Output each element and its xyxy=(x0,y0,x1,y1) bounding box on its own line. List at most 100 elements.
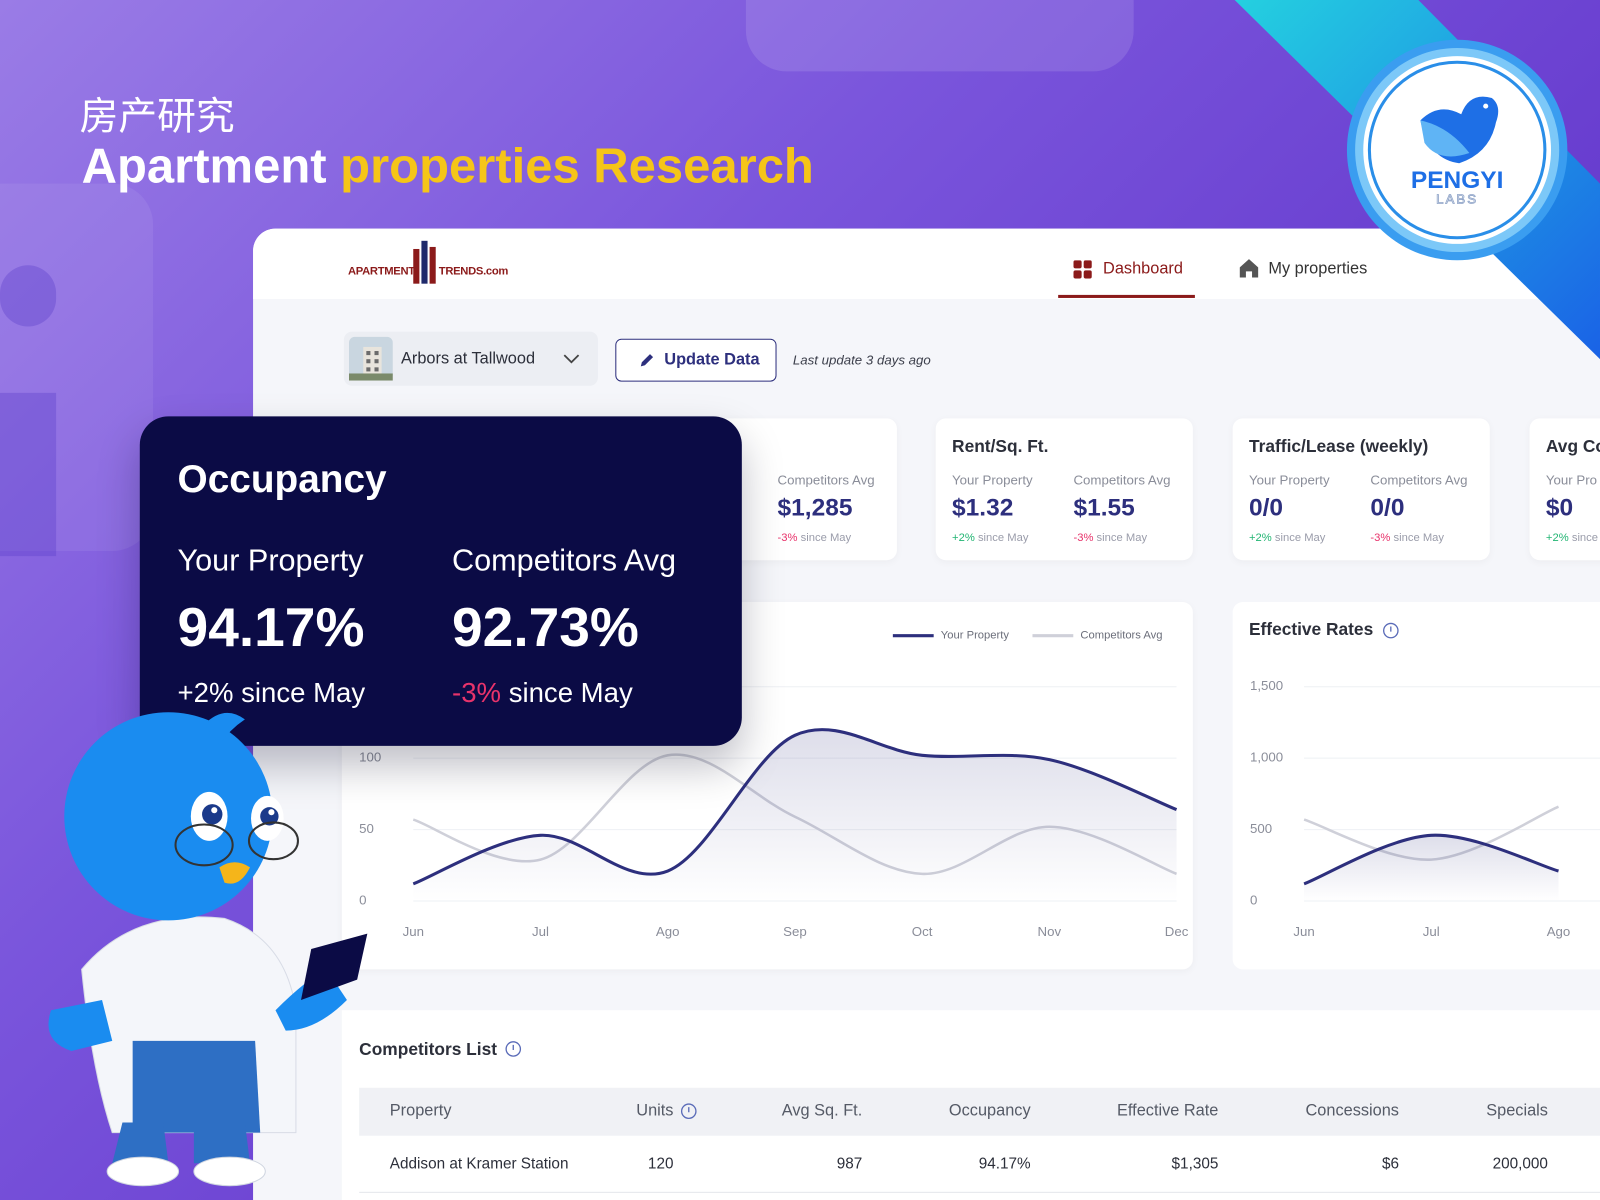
change-period: since May xyxy=(241,677,366,709)
y-tick-label: 100 xyxy=(359,750,381,765)
table-header-cell: Occupancy xyxy=(948,1102,1031,1120)
y-tick-label: 0 xyxy=(359,893,366,908)
change-period: since May xyxy=(1274,531,1326,544)
dashboard-icon xyxy=(1073,260,1092,279)
kpi-title: Avg Co xyxy=(1545,436,1600,457)
series-area xyxy=(1304,835,1559,902)
legend-label: Competitors Avg xyxy=(1080,630,1162,642)
property-name: Arbors at Tallwood xyxy=(401,349,536,368)
occupancy-value: 94.17% xyxy=(177,596,365,659)
kpi-value: 0/0 xyxy=(1370,493,1405,522)
table-header xyxy=(359,1087,1600,1136)
kpi-value: $1,285 xyxy=(777,493,853,522)
line-chart: JunJulAgoSepOctNovDec050100150Your Prope… xyxy=(359,630,1189,939)
series-area xyxy=(413,729,1177,902)
change-period: since May xyxy=(1393,531,1445,544)
chart-card xyxy=(1232,602,1600,970)
table-cell: 120 xyxy=(647,1155,674,1173)
decor: PENGYI LABS xyxy=(1234,0,1600,360)
kpi-label: Competitors Avg xyxy=(1073,472,1171,488)
table-cell: 94.17% xyxy=(978,1155,1031,1173)
change-period: since xyxy=(1571,531,1599,544)
x-tick-label: Sep xyxy=(783,924,807,939)
last-update: Last update 3 days ago xyxy=(792,352,931,368)
table-header-cell: Specials xyxy=(1486,1102,1548,1120)
logo-left: APARTMENT xyxy=(347,265,415,278)
headline-yellow: properties Research xyxy=(340,139,814,194)
kpi-label: Competitors Avg xyxy=(777,472,875,488)
headline-white: Apartment xyxy=(81,139,327,194)
change-value: +2% xyxy=(1248,531,1272,544)
occupancy-card xyxy=(139,416,742,746)
change-period: since May xyxy=(977,531,1029,544)
kpi-change: +2% since May xyxy=(952,531,1029,544)
change-value: -3% xyxy=(452,677,502,709)
kpi-change: +2% since May xyxy=(1248,531,1326,544)
kpi-title: Traffic/Lease (weekly) xyxy=(1248,436,1429,457)
subtitle: 房产研究 xyxy=(79,95,235,139)
bg-shape xyxy=(0,265,57,327)
info-icon[interactable] xyxy=(1383,622,1399,639)
x-tick-label: Jul xyxy=(1423,924,1440,939)
update-button[interactable] xyxy=(615,338,777,382)
change-period: since May xyxy=(1096,531,1148,544)
line-chart: Effective Rates Jun Jul Ago 0 500 1,000 1,500 xyxy=(1249,619,1600,939)
kpi-label: Competitors Avg xyxy=(1370,472,1468,488)
kpi-value: 0/0 xyxy=(1248,493,1284,522)
chevron xyxy=(563,354,580,364)
logo-icon xyxy=(413,240,436,284)
change-value: -3% xyxy=(777,531,798,544)
x-tick-label: Ago xyxy=(656,924,680,939)
x-tick-label: Ago xyxy=(1547,924,1571,939)
y-tick-label: 50 xyxy=(359,821,374,836)
x-tick-label: Nov xyxy=(1038,924,1062,939)
property-thumb xyxy=(348,336,393,381)
change-value: -3% xyxy=(1073,531,1094,544)
x-tick-label: Dec xyxy=(1165,924,1189,939)
occupancy-change: -3% since May xyxy=(452,677,633,709)
kpi-value: $1.55 xyxy=(1073,493,1135,522)
occupancy-change: +2% since May xyxy=(177,677,366,709)
table-cell: Addison at Kramer Station xyxy=(389,1155,569,1173)
series-line xyxy=(412,728,1178,886)
nav-item[interactable]: Dashboard xyxy=(1103,260,1183,278)
table-header-cell: Property xyxy=(389,1102,452,1120)
table-header-cell: Concessions xyxy=(1305,1102,1399,1120)
occupancy-title: Occupancy xyxy=(177,458,387,502)
kpi-value: $0 xyxy=(1545,493,1574,522)
change-value: +2% xyxy=(177,677,234,709)
chart-title: Effective Rates xyxy=(1249,619,1373,639)
row-divider xyxy=(359,1191,1600,1193)
table-cell: $6 xyxy=(1381,1155,1399,1173)
kpi-change: -3% since May xyxy=(1370,531,1445,544)
table-cell: $1,305 xyxy=(1171,1155,1219,1173)
kpi-card xyxy=(935,418,1193,561)
kpi-card xyxy=(1232,418,1490,561)
kpi-value: $1.32 xyxy=(952,493,1014,522)
kpi-label: Your Pro xyxy=(1545,472,1598,488)
change-value: -3% xyxy=(1370,531,1391,544)
headline: Apartment properties Research xyxy=(81,139,814,194)
bg-shape xyxy=(0,183,154,552)
kpi-title: Rent/Sq. Ft. xyxy=(952,436,1049,457)
change-value: +2% xyxy=(1545,531,1569,544)
update-button-label: Update Data xyxy=(664,351,760,369)
kpi-change: +2% since xyxy=(1545,531,1599,544)
y-tick-label: 500 xyxy=(1250,821,1272,836)
info-icon[interactable] xyxy=(504,1040,522,1058)
nav-item[interactable]: My properties xyxy=(1268,260,1368,278)
bg-shape xyxy=(0,392,57,557)
occupancy-label: Competitors Avg xyxy=(452,543,677,578)
badge-name: PENGYI xyxy=(1411,167,1503,194)
occupancy-value: 92.73% xyxy=(452,596,639,659)
kpi-label: Your Property xyxy=(1248,472,1330,488)
table-cell: 200,000 xyxy=(1492,1155,1548,1173)
section-title: Competitors List xyxy=(359,1039,498,1060)
table-header-cell: Effective Rate xyxy=(1117,1102,1219,1120)
pencil-icon xyxy=(640,354,654,367)
y-tick-label: 1,500 xyxy=(1250,678,1283,693)
info-icon[interactable] xyxy=(680,1102,698,1120)
mascot xyxy=(48,712,368,1187)
y-tick-label: 0 xyxy=(1250,893,1257,908)
